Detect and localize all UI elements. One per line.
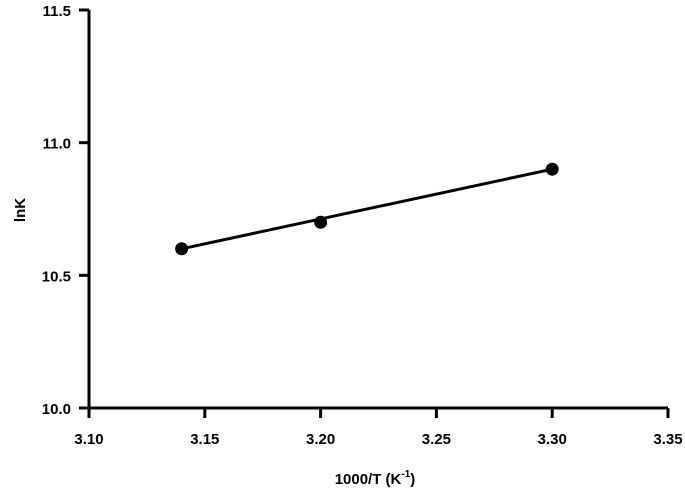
fit-line: [181, 167, 553, 251]
x-tick-label: 3.30: [538, 431, 567, 448]
data-points: [175, 162, 559, 256]
data-point: [175, 242, 189, 256]
x-axis-title-superscript: -1: [401, 469, 410, 480]
x-axis-title-main: 1000/T (K: [335, 471, 402, 488]
y-ticks: 10.0 10.5 11.0 11.5: [42, 3, 89, 418]
x-tick-label: 3.35: [653, 431, 682, 448]
x-ticks: 3.10 3.15 3.20 3.25 3.30 3.35: [74, 408, 683, 448]
plot-area: 3.10 3.15 3.20 3.25 3.30 3.35 10.0 10.5 11.0 11.…: [42, 3, 683, 448]
x-tick-label: 3.25: [422, 431, 451, 448]
fit-lines: [181, 167, 553, 251]
x-tick-label: 3.10: [74, 431, 103, 448]
y-tick-label: 10.0: [42, 401, 71, 418]
data-point: [545, 162, 559, 176]
y-tick-label: 11.5: [43, 3, 71, 20]
x-tick-label: 3.15: [190, 431, 219, 448]
x-axis-title: 1000/T (K-1): [335, 469, 416, 488]
x-tick-label: 3.20: [306, 431, 335, 448]
y-tick-label: 10.5: [42, 268, 71, 285]
data-point: [314, 215, 328, 229]
y-axis-title: lnK: [12, 198, 29, 222]
x-axis-title-close: ): [410, 471, 415, 488]
y-tick-label: 11.0: [43, 136, 71, 153]
